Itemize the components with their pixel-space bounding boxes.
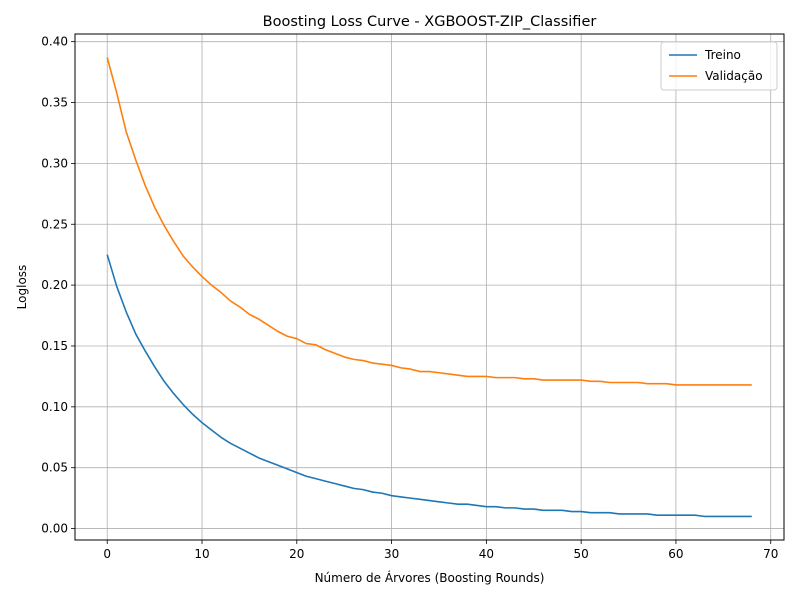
y-tick-label: 0.30 [41,156,68,170]
x-axis-label: Número de Árvores (Boosting Rounds) [315,570,545,585]
y-tick-label: 0.05 [41,461,68,475]
series-lines [106,57,752,518]
x-tick-label: 0 [103,547,111,561]
ticks: 0 10 20 30 40 50 60 70 0.00 0.05 0.10 0.15 0.20 0.25 0… [41,35,778,561]
x-tick-label: 70 [763,547,778,561]
legend-label: Treino [704,48,741,62]
x-tick-label: 40 [479,547,494,561]
x-tick-label: 20 [289,547,304,561]
grid [75,34,784,540]
y-axis-label: Logloss [15,265,29,310]
y-tick-label: 0.10 [41,400,68,414]
y-tick-label: 0.15 [41,339,68,353]
y-tick-label: 0.20 [41,278,68,292]
x-tick-label: 60 [668,547,683,561]
y-tick-label: 0.00 [41,522,68,536]
y-tick-label: 0.40 [41,35,68,49]
y-tick-label: 0.25 [41,217,68,231]
legend: Treino Validação [660,41,778,91]
y-tick-label: 0.35 [41,96,68,110]
x-tick-label: 10 [194,547,209,561]
series-line-treino [106,254,752,518]
plot-frame [74,33,785,541]
x-tick-label: 50 [574,547,589,561]
legend-label: Validação [705,69,763,83]
series-line-validacao [106,57,752,386]
chart-title: Boosting Loss Curve - XGBOOST-ZIP_Classi… [263,14,597,30]
legend-box [660,41,778,91]
x-tick-label: 30 [384,547,399,561]
